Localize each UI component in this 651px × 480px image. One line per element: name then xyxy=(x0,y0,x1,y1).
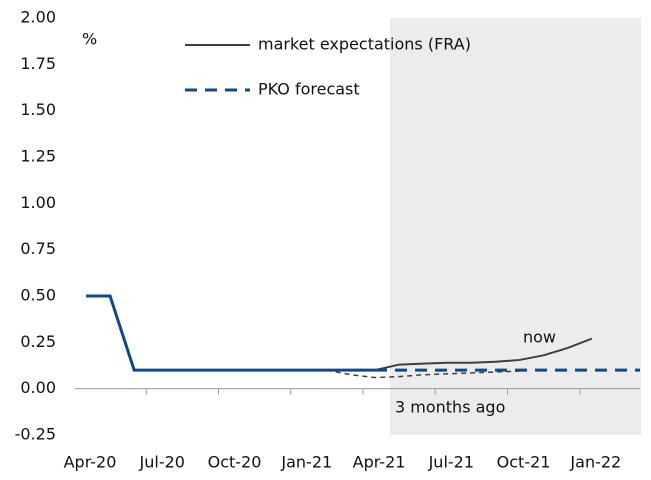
annotation: 3 months ago xyxy=(395,398,505,417)
x-tick-label: Jul-21 xyxy=(428,453,474,472)
y-tick-label: 0.00 xyxy=(20,378,56,397)
y-tick-label: 1.75 xyxy=(20,54,56,73)
y-tick-label: 0.50 xyxy=(20,286,56,305)
legend-label: market expectations (FRA) xyxy=(258,35,471,54)
y-tick-label: 0.75 xyxy=(20,239,56,258)
series-line xyxy=(86,294,376,372)
y-tick-label: 1.25 xyxy=(20,147,56,166)
x-tick-label: Jul-20 xyxy=(139,453,185,472)
x-tick-label: Oct-20 xyxy=(208,453,262,472)
legend-label: PKO forecast xyxy=(258,80,360,99)
y-tick-label: 0.25 xyxy=(20,332,56,351)
x-tick-label: Apr-21 xyxy=(353,453,406,472)
annotation: now xyxy=(523,328,556,347)
x-tick-label: Jan-22 xyxy=(569,453,621,472)
forecast-shade xyxy=(390,18,641,435)
x-tick-label: Jan-21 xyxy=(280,453,332,472)
y-tick-label: 1.50 xyxy=(20,100,56,119)
y-tick-label: -0.25 xyxy=(15,425,56,444)
y-tick-label: 1.00 xyxy=(20,193,56,212)
y-tick-label: 2.00 xyxy=(20,8,56,27)
y-unit: % xyxy=(82,30,97,49)
x-tick-label: Apr-20 xyxy=(64,453,117,472)
series-line xyxy=(374,337,593,372)
x-tick-label: Oct-21 xyxy=(497,453,551,472)
